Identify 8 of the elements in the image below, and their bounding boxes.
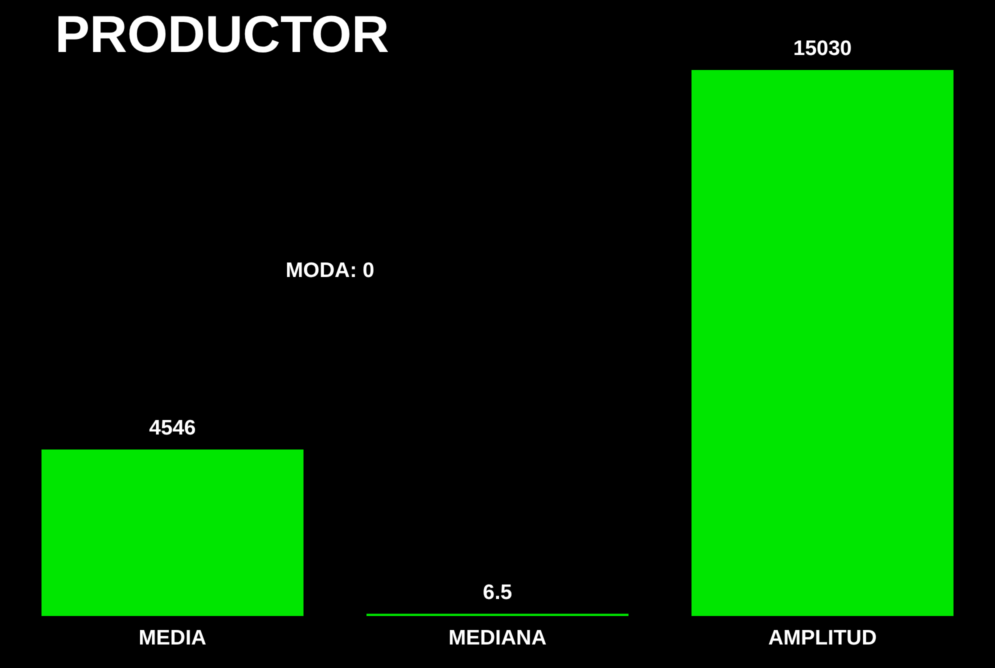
annotation: MODA: 0 (286, 259, 374, 282)
x-tick-label: AMPLITUD (768, 626, 877, 650)
x-tick-label: MEDIANA (448, 626, 546, 650)
chart-title: PRODUCTOR (55, 6, 390, 64)
data-label: 6.5 (482, 580, 512, 604)
x-tick-label: MEDIA (138, 626, 206, 650)
data-label: 15030 (793, 37, 852, 60)
data-label: 4546 (149, 416, 196, 440)
